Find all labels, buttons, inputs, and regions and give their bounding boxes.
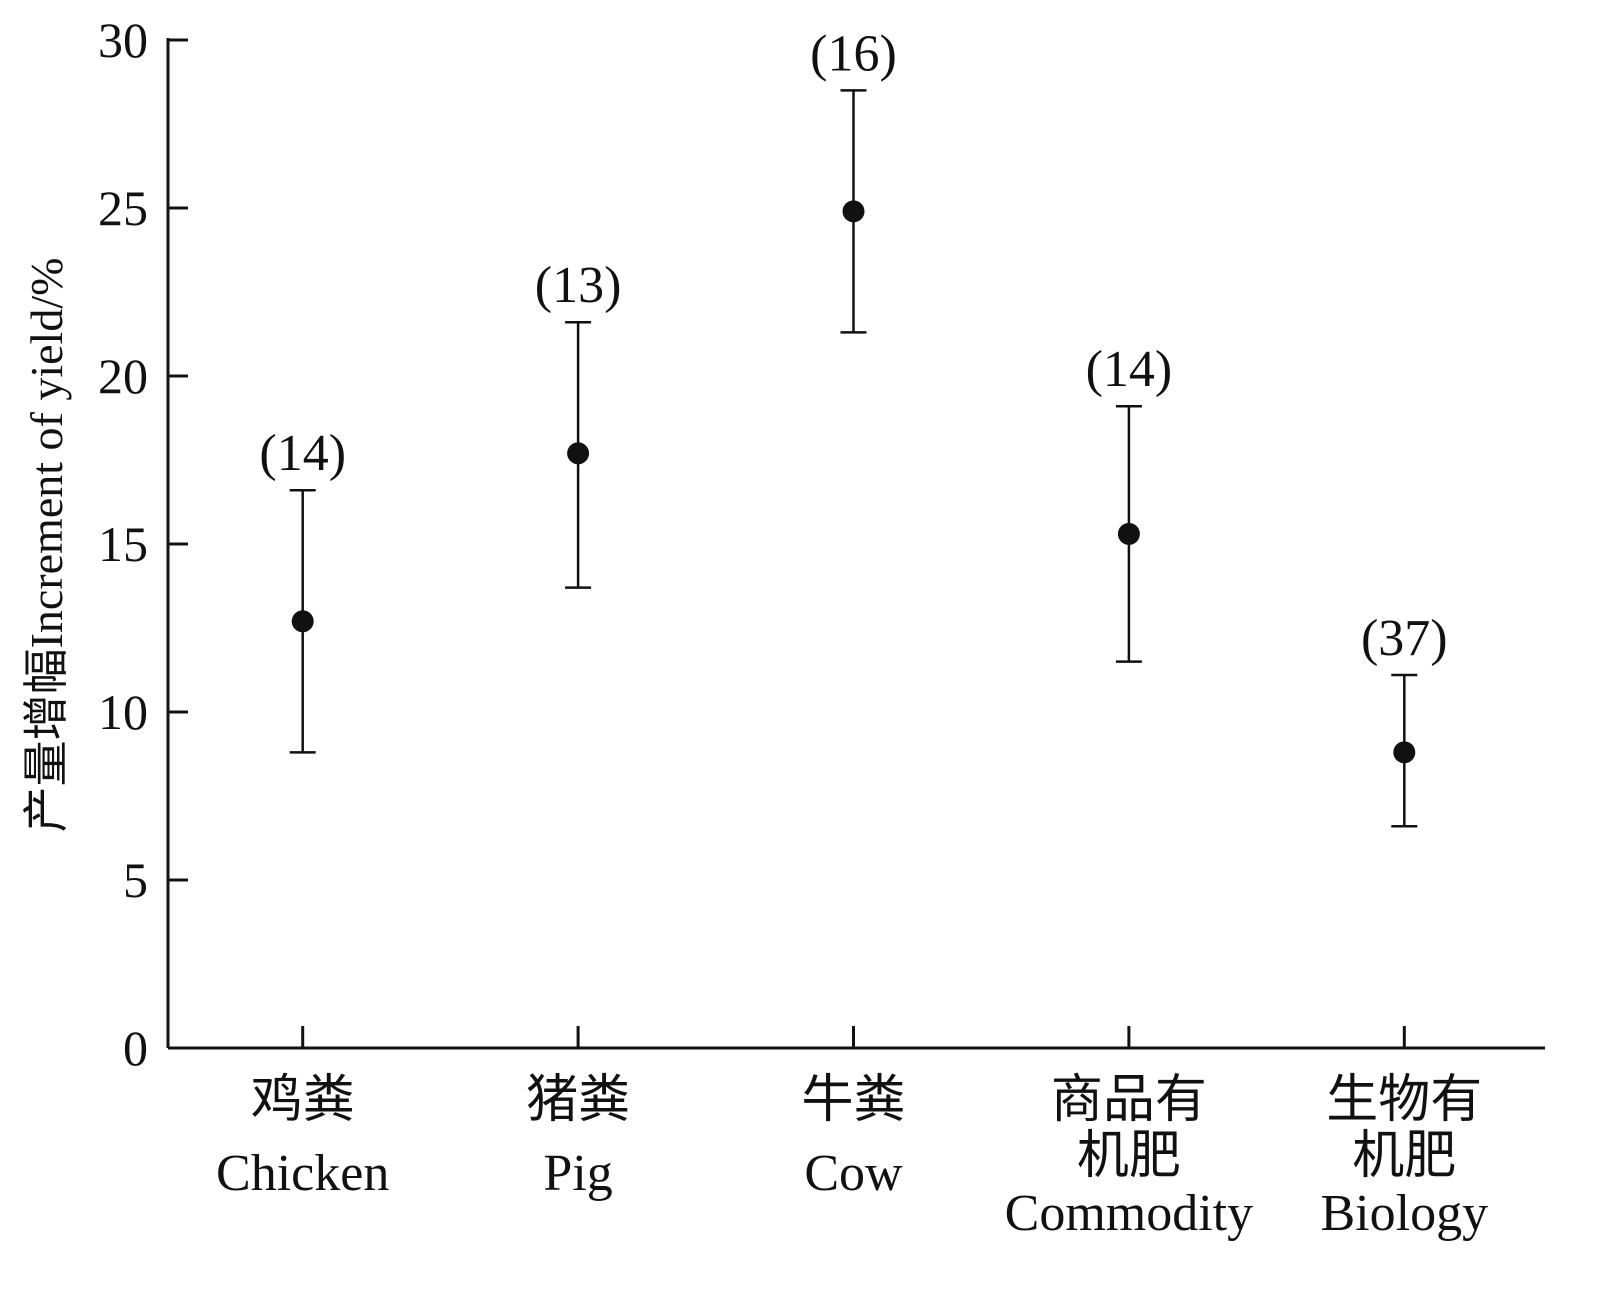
y-tick-label: 15 — [98, 516, 148, 572]
x-tick-label-en: Cow — [804, 1145, 903, 1202]
sample-size-label: (37) — [1361, 610, 1448, 667]
data-marks: (14) (13) (16) (14) (37) — [259, 25, 1448, 828]
data-point — [1393, 741, 1416, 764]
x-tick-label-en: Chicken — [216, 1145, 389, 1202]
x-tick-label-cn: 猪粪 — [526, 1070, 630, 1130]
y-tick-label: 0 — [123, 1020, 148, 1076]
y-tick-label: 5 — [123, 852, 148, 908]
y-tick-label: 10 — [98, 684, 148, 740]
x-tick-label-en: Pig — [543, 1145, 612, 1202]
x-tick-label-cn: 机肥 — [1352, 1126, 1456, 1186]
sample-size-label: (16) — [810, 25, 897, 82]
y-tick-label: 25 — [98, 180, 148, 236]
data-point — [842, 200, 865, 223]
x-tick-label-cn: 生物有 — [1326, 1070, 1482, 1130]
sample-size-label: (13) — [535, 257, 622, 314]
y-axis-label: 产量增幅Increment of yield/% — [21, 258, 72, 833]
y-tick-label: 20 — [98, 348, 148, 404]
x-tick-label-cn: 鸡粪 — [251, 1070, 355, 1130]
axes: 051015202530鸡粪Chicken猪粪Pig牛粪Cow商品有机肥Comm… — [98, 12, 1545, 1242]
x-tick-label-en: Commodity — [1005, 1185, 1253, 1242]
sample-size-label: (14) — [1086, 341, 1173, 398]
x-tick-label-cn: 商品有 — [1051, 1070, 1207, 1130]
data-point — [1117, 522, 1140, 545]
data-point — [291, 610, 314, 633]
x-tick-label-cn: 牛粪 — [801, 1070, 905, 1130]
x-tick-label-en: Biology — [1321, 1185, 1489, 1242]
x-tick-label-cn: 机肥 — [1077, 1126, 1181, 1186]
y-tick-label: 30 — [98, 12, 148, 68]
sample-size-label: (14) — [259, 425, 346, 482]
data-point — [567, 442, 590, 465]
